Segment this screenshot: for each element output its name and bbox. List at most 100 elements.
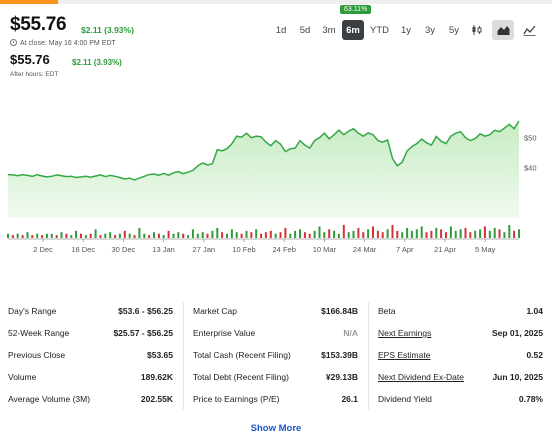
close-label: At close: May 16 4:00 PM EDT: [20, 40, 116, 47]
volume-bar: [109, 232, 112, 238]
volume-bar: [260, 233, 263, 238]
volume-bar: [518, 229, 520, 238]
candle-icon: [472, 25, 482, 35]
volume-bar: [376, 230, 379, 238]
volume-bar: [454, 230, 457, 238]
volume-bar: [479, 229, 482, 238]
price-chart[interactable]: $50 $40 2 Dec 16 Dec 30 Dec 13 Jan 27 Jan 10 Fe…: [0, 96, 552, 266]
volume-bar: [255, 229, 258, 238]
volume-bar: [162, 235, 165, 238]
stat-row: Next Earnings Sep 01, 2025: [378, 322, 543, 344]
volume-bar: [50, 233, 53, 238]
stat-label: 52-Week Range: [8, 328, 70, 338]
stat-label[interactable]: Next Earnings: [378, 328, 432, 338]
mountain-chart-button[interactable]: [492, 20, 514, 40]
volume-bar: [21, 235, 24, 238]
line-icon: [522, 25, 535, 36]
volume-bar: [406, 227, 409, 238]
volume-bar: [391, 225, 394, 238]
price-line: [7, 120, 520, 181]
stat-label[interactable]: Next Dividend Ex-Date: [378, 372, 464, 382]
stat-value: 0.52: [526, 350, 543, 360]
close-info: At close: May 16 4:00 PM EDT: [10, 39, 116, 47]
stat-row: Price to Earnings (P/E) 26.1: [193, 388, 358, 410]
volume-bar: [372, 226, 374, 238]
candle-chart-button[interactable]: [466, 20, 488, 40]
range-button-5d[interactable]: 5d: [299, 24, 311, 36]
volume-bar: [401, 232, 404, 238]
stat-row: Previous Close $53.65: [8, 344, 173, 366]
stat-label: Price to Earnings (P/E): [193, 394, 280, 404]
stat-label: Market Cap: [193, 306, 237, 316]
range-button-5y[interactable]: 5y: [448, 24, 460, 36]
y-tick-label: $40: [524, 163, 537, 172]
stat-value: 0.78%: [518, 394, 543, 404]
stat-label: Enterprise Value: [193, 328, 256, 338]
line-chart-button[interactable]: [518, 20, 540, 40]
stat-label[interactable]: EPS Estimate: [378, 350, 431, 360]
volume-bar: [104, 233, 107, 238]
range-button-3y[interactable]: 3y: [424, 24, 436, 36]
stat-row: Next Dividend Ex-Date Jun 10, 2025: [378, 366, 543, 388]
volume-bar: [430, 230, 433, 238]
x-tick-label: 30 Dec: [112, 245, 136, 254]
after-hours-change: $2.11 (3.93%): [72, 58, 122, 67]
stat-label: Total Debt (Recent Filing): [193, 372, 289, 382]
range-button-1d[interactable]: 1d: [275, 24, 287, 36]
volume-bar: [299, 229, 301, 238]
range-button-ytd[interactable]: YTD: [370, 24, 389, 36]
volume-bar: [425, 232, 428, 238]
stat-label: Previous Close: [8, 350, 66, 360]
clock-icon: [10, 39, 17, 46]
stat-label: Volume: [8, 372, 37, 382]
volume-bar: [323, 232, 326, 238]
volume-bar: [483, 226, 486, 238]
volume-bar: [206, 233, 209, 238]
show-more-button[interactable]: Show More: [250, 423, 302, 434]
volume-bar: [94, 229, 97, 238]
volume-bar: [55, 235, 58, 238]
volume-bar: [333, 230, 336, 238]
volume-bar: [216, 227, 219, 238]
volume-bar: [128, 233, 131, 238]
volume-bar: [274, 233, 277, 238]
stat-value: 189.62K: [140, 372, 173, 382]
stat-label: Total Cash (Recent Filing): [193, 350, 291, 360]
range-button-3m[interactable]: 3m: [322, 24, 336, 36]
volume-bar: [187, 235, 190, 238]
stat-value: $25.57 - $56.25: [113, 328, 173, 338]
stat-row: Day's Range $53.6 - $56.25: [8, 300, 173, 322]
stat-label: Average Volume (3M): [8, 394, 91, 404]
range-button-6m[interactable]: 6m: [342, 20, 364, 40]
volume-bar: [474, 230, 477, 238]
volume-bar: [167, 230, 170, 238]
volume-bar: [279, 232, 282, 238]
mountain-icon: [497, 26, 509, 35]
volume-bar: [123, 230, 126, 238]
stat-row: Market Cap $166.84B: [193, 300, 358, 322]
current-price: $55.76: [10, 14, 67, 35]
volume-bar: [36, 233, 39, 238]
volume-bar: [45, 233, 48, 238]
stat-value: Jun 10, 2025: [492, 372, 543, 382]
stat-value: 202.55K: [140, 394, 173, 404]
volume-bar: [89, 233, 92, 238]
stat-value: 1.04: [526, 306, 543, 316]
volume-bar: [415, 229, 418, 238]
volume-bar: [153, 232, 155, 238]
volume-bar: [308, 233, 311, 238]
volume-bar: [70, 235, 73, 238]
range-button-1y[interactable]: 1y: [400, 24, 412, 36]
x-tick-label: 2 Dec: [33, 245, 53, 254]
volume-bar: [410, 230, 413, 238]
volume-bar: [41, 235, 44, 238]
stat-row: EPS Estimate 0.52: [378, 344, 543, 366]
stat-label: Dividend Yield: [378, 394, 432, 404]
volume-bar: [230, 229, 233, 238]
volume-bar: [211, 230, 214, 238]
volume-bar: [60, 232, 63, 238]
price-change: $2.11 (3.93%): [81, 25, 134, 35]
stat-row: Total Cash (Recent Filing) $153.39B: [193, 344, 358, 366]
stat-row: Enterprise Value N/A: [193, 322, 358, 344]
price-area: [8, 121, 519, 218]
